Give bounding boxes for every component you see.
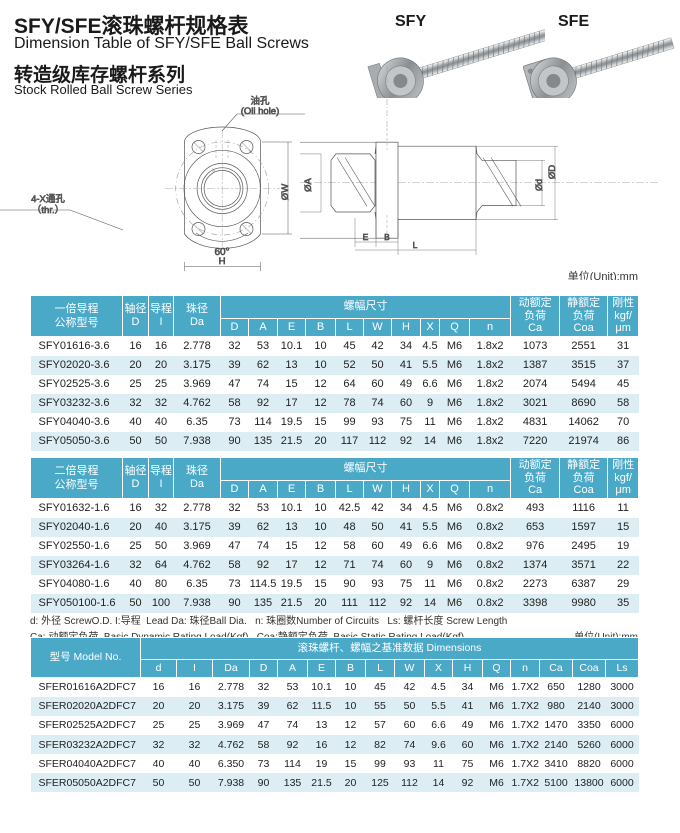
svg-text:ØA: ØA: [303, 177, 314, 191]
svg-text:(Oil hole): (Oil hole): [241, 106, 280, 117]
svg-text:ØW: ØW: [280, 184, 291, 200]
svg-text:Ød: Ød: [534, 179, 544, 191]
svg-text:4-X通孔: 4-X通孔: [31, 194, 65, 205]
svg-text:L: L: [413, 240, 418, 250]
svg-text:H: H: [219, 256, 226, 267]
svg-text:B: B: [384, 232, 390, 242]
svg-text:E: E: [363, 232, 369, 242]
svg-text:ØD: ØD: [547, 165, 558, 179]
svg-text:（thr.）: （thr.）: [32, 204, 64, 216]
svg-text:单位(Unit):mm: 单位(Unit):mm: [568, 269, 638, 280]
